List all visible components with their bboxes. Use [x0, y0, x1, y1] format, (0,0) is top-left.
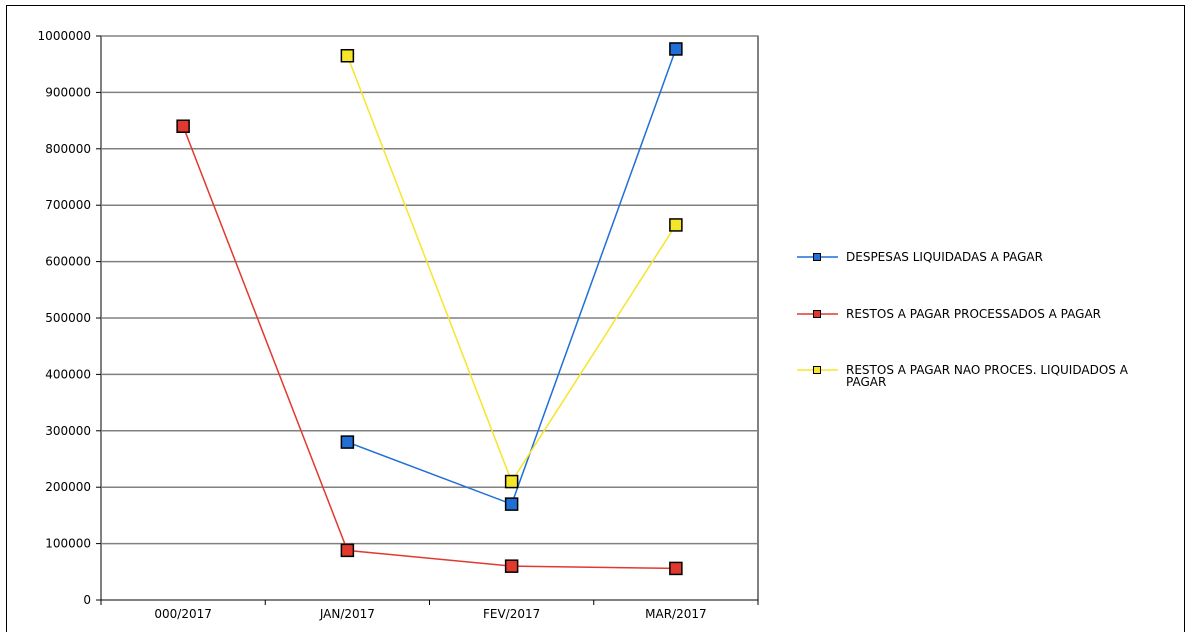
- series-3: [340, 48, 683, 489]
- series-2: [176, 119, 683, 576]
- y-tick-label: 800000: [45, 142, 91, 156]
- data-point: [504, 497, 519, 511]
- x-tick-label: MAR/2017: [645, 607, 706, 621]
- data-point: [669, 42, 683, 56]
- y-tick-label: 0: [83, 593, 91, 607]
- legend-swatch-marker: [813, 253, 821, 261]
- data-point: [669, 218, 683, 232]
- legend-label: DESPESAS LIQUIDADAS A PAGAR: [846, 250, 1043, 264]
- y-tick-label: 700000: [45, 198, 91, 212]
- data-point: [340, 435, 355, 449]
- y-tick-label: 900000: [45, 85, 91, 99]
- series-group: [176, 42, 683, 576]
- y-tick-label: 100000: [45, 537, 91, 551]
- y-axis-ticks: 0 100000 200000 300000 400000 500000 600000 700…: [38, 29, 101, 607]
- y-tick-label: 600000: [45, 255, 91, 269]
- legend-entry: DESPESAS LIQUIDADAS A PAGAR: [797, 250, 1043, 264]
- x-axis-ticks: 000/2017 JAN/2017 FEV/2017 MAR/2017: [100, 600, 759, 621]
- data-point: [504, 559, 519, 573]
- legend-swatch-marker: [813, 310, 821, 318]
- y-tick-label: 500000: [45, 311, 91, 325]
- x-tick-label: FEV/2017: [483, 607, 540, 621]
- series-line: [182, 125, 676, 570]
- legend: DESPESAS LIQUIDADAS A PAGAR RESTOS A PAGA…: [797, 250, 1129, 389]
- data-point: [340, 543, 355, 558]
- y-tick-label: 200000: [45, 480, 91, 494]
- series-1: [340, 42, 683, 511]
- legend-label: RESTOS A PAGAR PROCESSADOS A PAGAR: [846, 307, 1101, 321]
- y-tick-label: 300000: [45, 424, 91, 438]
- data-point: [340, 48, 355, 63]
- x-tick-label: JAN/2017: [319, 607, 375, 621]
- data-point: [669, 561, 683, 576]
- gridlines: [101, 35, 758, 545]
- y-tick-label: 1000000: [38, 29, 91, 43]
- x-tick-label: 000/2017: [154, 607, 212, 621]
- data-point: [504, 474, 519, 489]
- y-tick-label: 400000: [45, 367, 91, 381]
- data-point: [176, 119, 190, 133]
- legend-entry: RESTOS A PAGAR PROCESSADOS A PAGAR: [797, 307, 1101, 321]
- legend-swatch-marker: [813, 366, 821, 374]
